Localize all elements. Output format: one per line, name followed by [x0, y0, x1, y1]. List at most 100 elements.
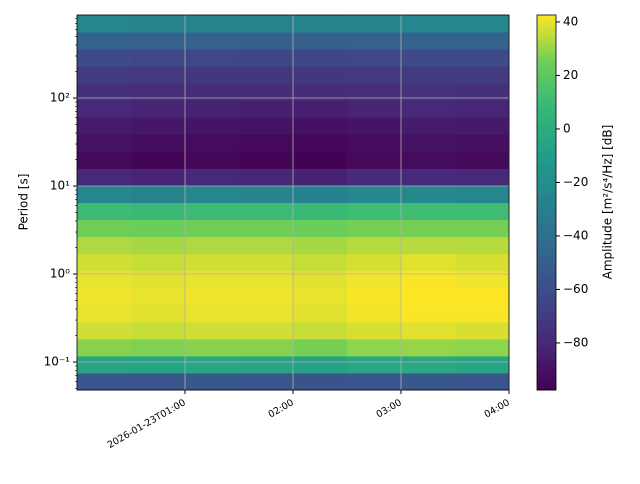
- colorbar-segment: [537, 225, 556, 230]
- colorbar-tick-label: 40: [563, 14, 578, 28]
- heatmap-cell: [347, 219, 402, 238]
- heatmap-cell: [239, 134, 294, 152]
- heatmap-cell: [131, 32, 186, 50]
- heatmap-cell: [347, 321, 402, 340]
- heatmap-cell: [401, 321, 456, 340]
- heatmap-cell: [77, 321, 132, 340]
- colorbar-tick-label: −20: [563, 175, 588, 189]
- heatmap-cell: [77, 134, 132, 152]
- heatmap-cell: [293, 372, 348, 391]
- heatmap-cell: [185, 372, 240, 391]
- colorbar-segment: [537, 195, 556, 200]
- heatmap-cell: [185, 32, 240, 50]
- heatmap-cell: [77, 304, 132, 323]
- colorbar-segment: [537, 240, 556, 245]
- heatmap-cell: [185, 100, 240, 118]
- colorbar-segment: [537, 285, 556, 290]
- heatmap-cell: [347, 100, 402, 118]
- heatmap-cell: [239, 236, 294, 255]
- heatmap-cell: [77, 66, 132, 84]
- colorbar-segment: [537, 146, 556, 151]
- colorbar-segment: [537, 90, 556, 95]
- heatmap-cell: [131, 202, 186, 221]
- colorbar-segment: [537, 330, 556, 335]
- colorbar-segment: [537, 206, 556, 211]
- heatmap-cell: [455, 117, 510, 135]
- colorbar-tick-label: −40: [563, 228, 588, 242]
- heatmap-cell: [77, 83, 132, 101]
- heatmap-cell: [185, 15, 240, 33]
- colorbar-segment: [537, 150, 556, 155]
- heatmap-cell: [239, 372, 294, 391]
- heatmap-cell: [455, 151, 510, 169]
- colorbar-segment: [537, 108, 556, 113]
- colorbar-segment: [537, 251, 556, 256]
- colorbar-segment: [537, 138, 556, 143]
- colorbar-segment: [537, 168, 556, 173]
- heatmap-cell: [347, 117, 402, 135]
- heatmap-cell: [401, 372, 456, 391]
- colorbar-segment: [537, 243, 556, 248]
- heatmap-cell: [131, 270, 186, 289]
- heatmap-cell: [401, 355, 456, 374]
- heatmap-cell: [239, 287, 294, 306]
- heatmap-cell: [77, 355, 132, 374]
- colorbar-segment: [537, 18, 556, 23]
- heatmap-cell: [131, 66, 186, 84]
- colorbar-segment: [537, 26, 556, 31]
- colorbar-segment: [537, 30, 556, 35]
- heatmap-cell: [293, 321, 348, 340]
- colorbar-segment: [537, 303, 556, 308]
- heatmap-cell: [347, 338, 402, 357]
- heatmap-cell: [293, 304, 348, 323]
- heatmap-cell: [455, 270, 510, 289]
- heatmap-cell: [77, 49, 132, 67]
- heatmap-cell: [347, 355, 402, 374]
- x-tick-label: 02:00: [267, 397, 296, 420]
- heatmap-cell: [293, 253, 348, 272]
- heatmap-cell: [293, 66, 348, 84]
- heatmap-cell: [185, 49, 240, 67]
- colorbar-segment: [537, 333, 556, 338]
- colorbar-segment: [537, 60, 556, 65]
- heatmap-cell: [347, 168, 402, 186]
- x-tick-label: 2026-01-23T01:00: [106, 397, 188, 451]
- plot-frame: [76, 14, 510, 391]
- colorbar-segment: [537, 318, 556, 323]
- colorbar-segment: [537, 183, 556, 188]
- colorbar-segment: [537, 247, 556, 252]
- heatmap-cell: [185, 304, 240, 323]
- heatmap-cell: [131, 83, 186, 101]
- heatmap-cell: [185, 202, 240, 221]
- colorbar-segment: [537, 322, 556, 327]
- heatmap-cell: [401, 338, 456, 357]
- heatmap-cell: [293, 338, 348, 357]
- heatmap-cell: [131, 287, 186, 306]
- colorbar-segment: [537, 176, 556, 181]
- heatmap-cell: [347, 66, 402, 84]
- heatmap-cell: [347, 202, 402, 221]
- colorbar-segment: [537, 360, 556, 365]
- colorbar-segment: [537, 202, 556, 207]
- heatmap-cell: [185, 338, 240, 357]
- colorbar-segment: [537, 82, 556, 87]
- heatmap-cell: [455, 202, 510, 221]
- heatmap-cell: [347, 49, 402, 67]
- colorbar-segment: [537, 120, 556, 125]
- colorbar-segment: [537, 255, 556, 260]
- heatmap-cell: [239, 219, 294, 238]
- heatmap-cell: [401, 236, 456, 255]
- heatmap-cell: [239, 355, 294, 374]
- colorbar-segment: [537, 15, 556, 20]
- colorbar-segment: [537, 356, 556, 361]
- heatmap-cell: [401, 151, 456, 169]
- colorbar-segment: [537, 198, 556, 203]
- colorbar-segment: [537, 210, 556, 215]
- heatmap-cell: [185, 134, 240, 152]
- heatmap-cell: [347, 151, 402, 169]
- heatmap-cell: [293, 83, 348, 101]
- x-tick-label: 04:00: [483, 397, 512, 420]
- heatmap-cell: [77, 202, 132, 221]
- heatmap-cell: [347, 236, 402, 255]
